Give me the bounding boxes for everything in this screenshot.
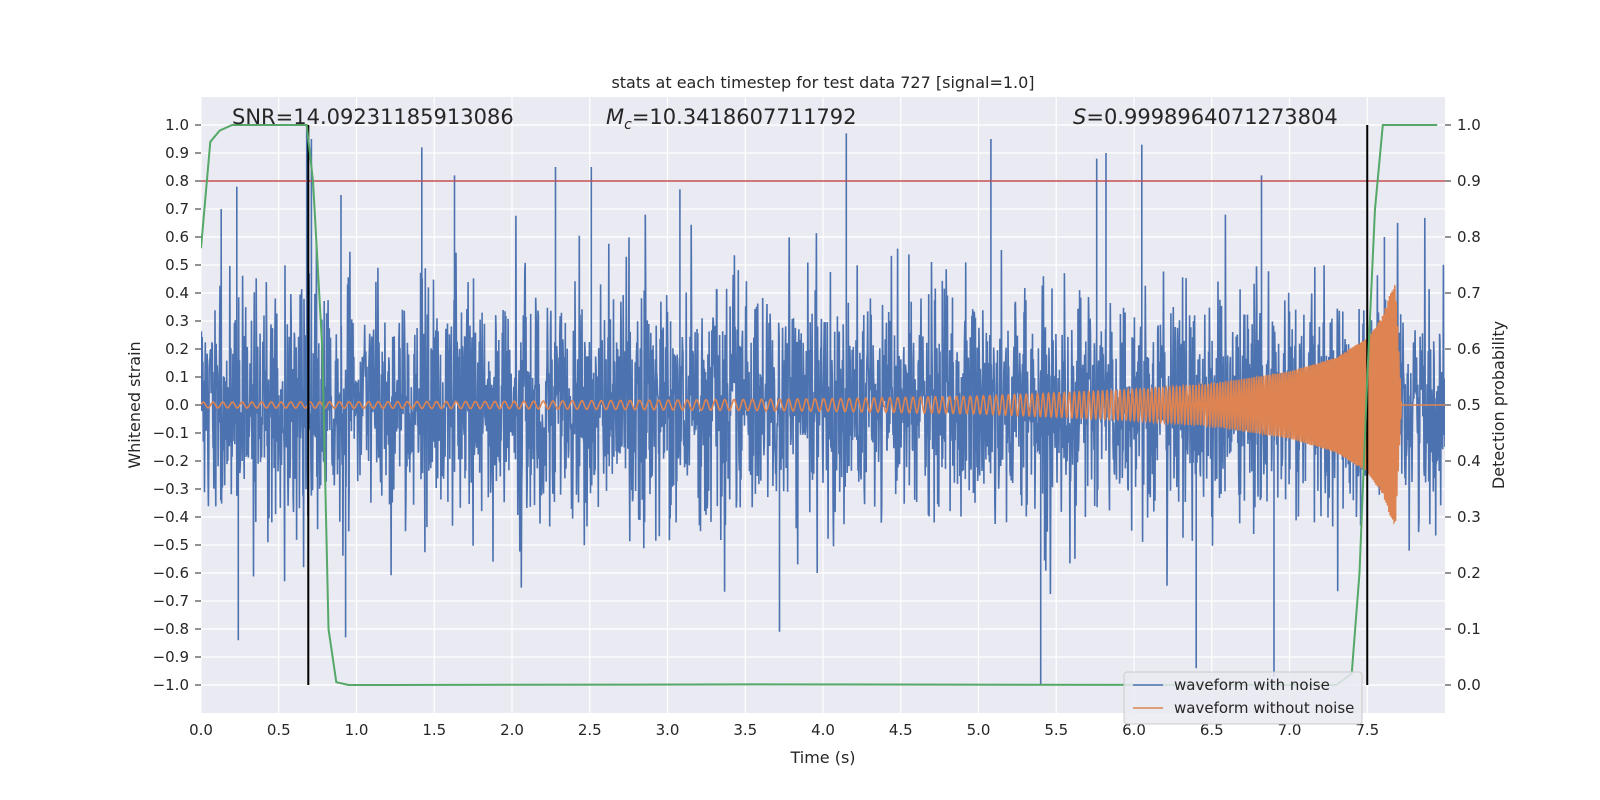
y2-axis-label: Detection probability bbox=[1489, 321, 1508, 489]
series-waveform-with-noise bbox=[201, 125, 1445, 685]
y-tick-label: −0.3 bbox=[153, 480, 189, 498]
x-axis-ticks: 0.0 0.5 1.0 1.5 2.0 2.5 3.0 3.5 4.0 4.5 5.0 5.5 6.0 6… bbox=[189, 721, 1379, 739]
x-tick-label: 7.5 bbox=[1355, 721, 1379, 739]
x-tick-label: 1.5 bbox=[422, 721, 446, 739]
legend-label-noise: waveform with noise bbox=[1174, 676, 1330, 694]
y2-tick-label: 0.6 bbox=[1457, 340, 1481, 358]
legend-label-clean: waveform without noise bbox=[1174, 699, 1354, 717]
x-tick-label: 6.0 bbox=[1122, 721, 1146, 739]
y-tick-label: 0.0 bbox=[165, 396, 189, 414]
y2-tick-label: 0.3 bbox=[1457, 508, 1481, 526]
x-tick-label: 3.5 bbox=[733, 721, 757, 739]
legend-box bbox=[1123, 671, 1363, 725]
y-tick-label: 0.1 bbox=[165, 368, 189, 386]
y-tick-label: 0.7 bbox=[165, 200, 189, 218]
x-tick-label: 2.5 bbox=[578, 721, 602, 739]
y2-tick-label: 0.1 bbox=[1457, 620, 1481, 638]
x-tick-label: 1.0 bbox=[345, 721, 369, 739]
x-tick-label: 3.0 bbox=[656, 721, 680, 739]
y2-tick-label: 0.2 bbox=[1457, 564, 1481, 582]
score-annotation: S=0.9998964071273804 bbox=[1073, 105, 1338, 129]
x-tick-label: 5.5 bbox=[1044, 721, 1068, 739]
x-tick-label: 2.0 bbox=[500, 721, 524, 739]
x-tick-label: 0.0 bbox=[189, 721, 213, 739]
y-tick-label: 0.6 bbox=[165, 228, 189, 246]
x-tick-label: 5.0 bbox=[967, 721, 991, 739]
x-tick-label: 4.5 bbox=[889, 721, 913, 739]
y-axis-label: Whitened strain bbox=[125, 341, 144, 468]
y2-axis-ticks: 1.0 0.9 0.8 0.7 0.6 0.5 0.4 0.3 0.2 0.1 0.0 bbox=[1445, 116, 1481, 694]
y2-tick-label: 0.7 bbox=[1457, 284, 1481, 302]
series-detection-probability bbox=[201, 124, 1438, 686]
y-tick-label: 0.2 bbox=[165, 340, 189, 358]
y-tick-label: −0.2 bbox=[153, 452, 189, 470]
x-tick-label: 7.0 bbox=[1278, 721, 1302, 739]
x-tick-label: 0.5 bbox=[267, 721, 291, 739]
x-axis-label: Time (s) bbox=[789, 748, 855, 767]
y2-tick-label: 0.8 bbox=[1457, 228, 1481, 246]
y-axis-ticks: 1.0 0.9 0.8 0.7 0.6 0.5 0.4 0.3 0.2 0.1 0.0 −0.1 −0.… bbox=[153, 116, 201, 694]
snr-annotation: SNR=14.09231185913086 bbox=[232, 105, 514, 129]
y2-tick-label: 0.0 bbox=[1457, 676, 1481, 694]
y-tick-label: −0.1 bbox=[153, 424, 189, 442]
y-tick-label: 0.9 bbox=[165, 144, 189, 162]
y-tick-label: 1.0 bbox=[165, 116, 189, 134]
y-tick-label: 0.5 bbox=[165, 256, 189, 274]
chart-title: stats at each timestep for test data 727… bbox=[611, 73, 1034, 92]
chirp-mass-annotation: Mc=10.3418607711792 bbox=[606, 105, 857, 133]
y-tick-label: −0.4 bbox=[153, 508, 189, 526]
x-tick-label: 6.5 bbox=[1200, 721, 1224, 739]
y-tick-label: 0.3 bbox=[165, 312, 189, 330]
y2-tick-label: 1.0 bbox=[1457, 116, 1481, 134]
y-tick-label: −0.9 bbox=[153, 648, 189, 666]
y2-tick-label: 0.5 bbox=[1457, 396, 1481, 414]
y2-tick-label: 0.4 bbox=[1457, 452, 1481, 470]
x-tick-label: 4.0 bbox=[811, 721, 835, 739]
y-tick-label: 0.8 bbox=[165, 172, 189, 190]
y2-tick-label: 0.9 bbox=[1457, 172, 1481, 190]
legend: waveform with noise waveform without noi… bbox=[1123, 671, 1363, 725]
y-tick-label: 0.4 bbox=[165, 284, 189, 302]
y-tick-label: −0.8 bbox=[153, 620, 189, 638]
y-tick-label: −1.0 bbox=[153, 676, 189, 694]
y-tick-label: −0.6 bbox=[153, 564, 189, 582]
y-tick-label: −0.7 bbox=[153, 592, 189, 610]
y-tick-label: −0.5 bbox=[153, 536, 189, 554]
series-waveform-without-noise bbox=[201, 284, 1445, 525]
